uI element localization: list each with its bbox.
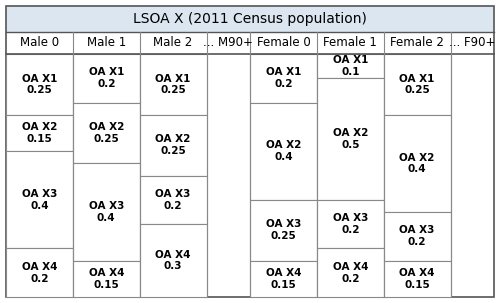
Text: OA X3
0.25: OA X3 0.25	[266, 219, 301, 241]
Text: OA X2
0.25: OA X2 0.25	[88, 122, 124, 144]
Text: OA X1
0.25: OA X1 0.25	[400, 74, 435, 95]
Bar	[6, 248, 73, 297]
Bar	[6, 54, 73, 115]
Bar	[6, 151, 73, 248]
Text: OA X3
0.4: OA X3 0.4	[22, 189, 57, 211]
Bar	[6, 6, 494, 32]
Bar	[317, 248, 384, 297]
Text: OA X1
0.1: OA X1 0.1	[332, 55, 368, 77]
Text: OA X4
0.2: OA X4 0.2	[22, 262, 57, 284]
Text: OA X2
0.4: OA X2 0.4	[266, 140, 301, 162]
Bar	[73, 54, 140, 103]
Text: OA X2
0.25: OA X2 0.25	[156, 134, 191, 156]
Bar	[73, 103, 140, 163]
Bar	[384, 261, 450, 297]
Bar	[250, 200, 317, 261]
Bar	[384, 54, 450, 115]
Text: OA X1
0.2: OA X1 0.2	[266, 68, 301, 89]
Text: OA X1
0.2: OA X1 0.2	[88, 68, 124, 89]
Text: OA X4
0.15: OA X4 0.15	[88, 268, 124, 290]
Bar	[140, 115, 206, 175]
Text: OA X2
0.15: OA X2 0.15	[22, 122, 57, 144]
Text: ... M90+: ... M90+	[204, 36, 253, 49]
Text: LSOA X (2011 Census population): LSOA X (2011 Census population)	[133, 12, 367, 26]
Text: Female 2: Female 2	[390, 36, 444, 49]
Text: OA X2
0.5: OA X2 0.5	[332, 128, 368, 150]
Text: OA X4
0.15: OA X4 0.15	[266, 268, 301, 290]
Text: Male 2: Male 2	[154, 36, 192, 49]
Text: ... F90+: ... F90+	[449, 36, 496, 49]
Text: OA X2
0.4: OA X2 0.4	[400, 152, 435, 174]
Bar	[250, 261, 317, 297]
Text: OA X1
0.25: OA X1 0.25	[156, 74, 191, 95]
Bar	[140, 54, 206, 115]
Bar	[140, 175, 206, 224]
Text: OA X3
0.4: OA X3 0.4	[88, 201, 124, 223]
Text: OA X4
0.15: OA X4 0.15	[400, 268, 435, 290]
Bar	[6, 115, 73, 151]
Bar	[317, 78, 384, 200]
Text: Female 0: Female 0	[256, 36, 310, 49]
Bar	[73, 261, 140, 297]
Bar	[384, 212, 450, 261]
Text: OA X1
0.25: OA X1 0.25	[22, 74, 57, 95]
Bar	[250, 103, 317, 200]
Text: Male 1: Male 1	[86, 36, 126, 49]
Bar	[317, 54, 384, 78]
Text: Male 0: Male 0	[20, 36, 59, 49]
Bar	[250, 54, 317, 103]
Bar	[384, 115, 450, 212]
Bar	[73, 163, 140, 261]
Text: OA X3
0.2: OA X3 0.2	[332, 213, 368, 235]
Text: OA X3
0.2: OA X3 0.2	[400, 225, 435, 247]
Bar	[140, 224, 206, 297]
Text: OA X3
0.2: OA X3 0.2	[156, 189, 191, 211]
Text: Female 1: Female 1	[324, 36, 377, 49]
Bar	[317, 200, 384, 248]
Text: OA X4
0.2: OA X4 0.2	[332, 262, 368, 284]
Text: OA X4
0.3: OA X4 0.3	[156, 250, 191, 271]
